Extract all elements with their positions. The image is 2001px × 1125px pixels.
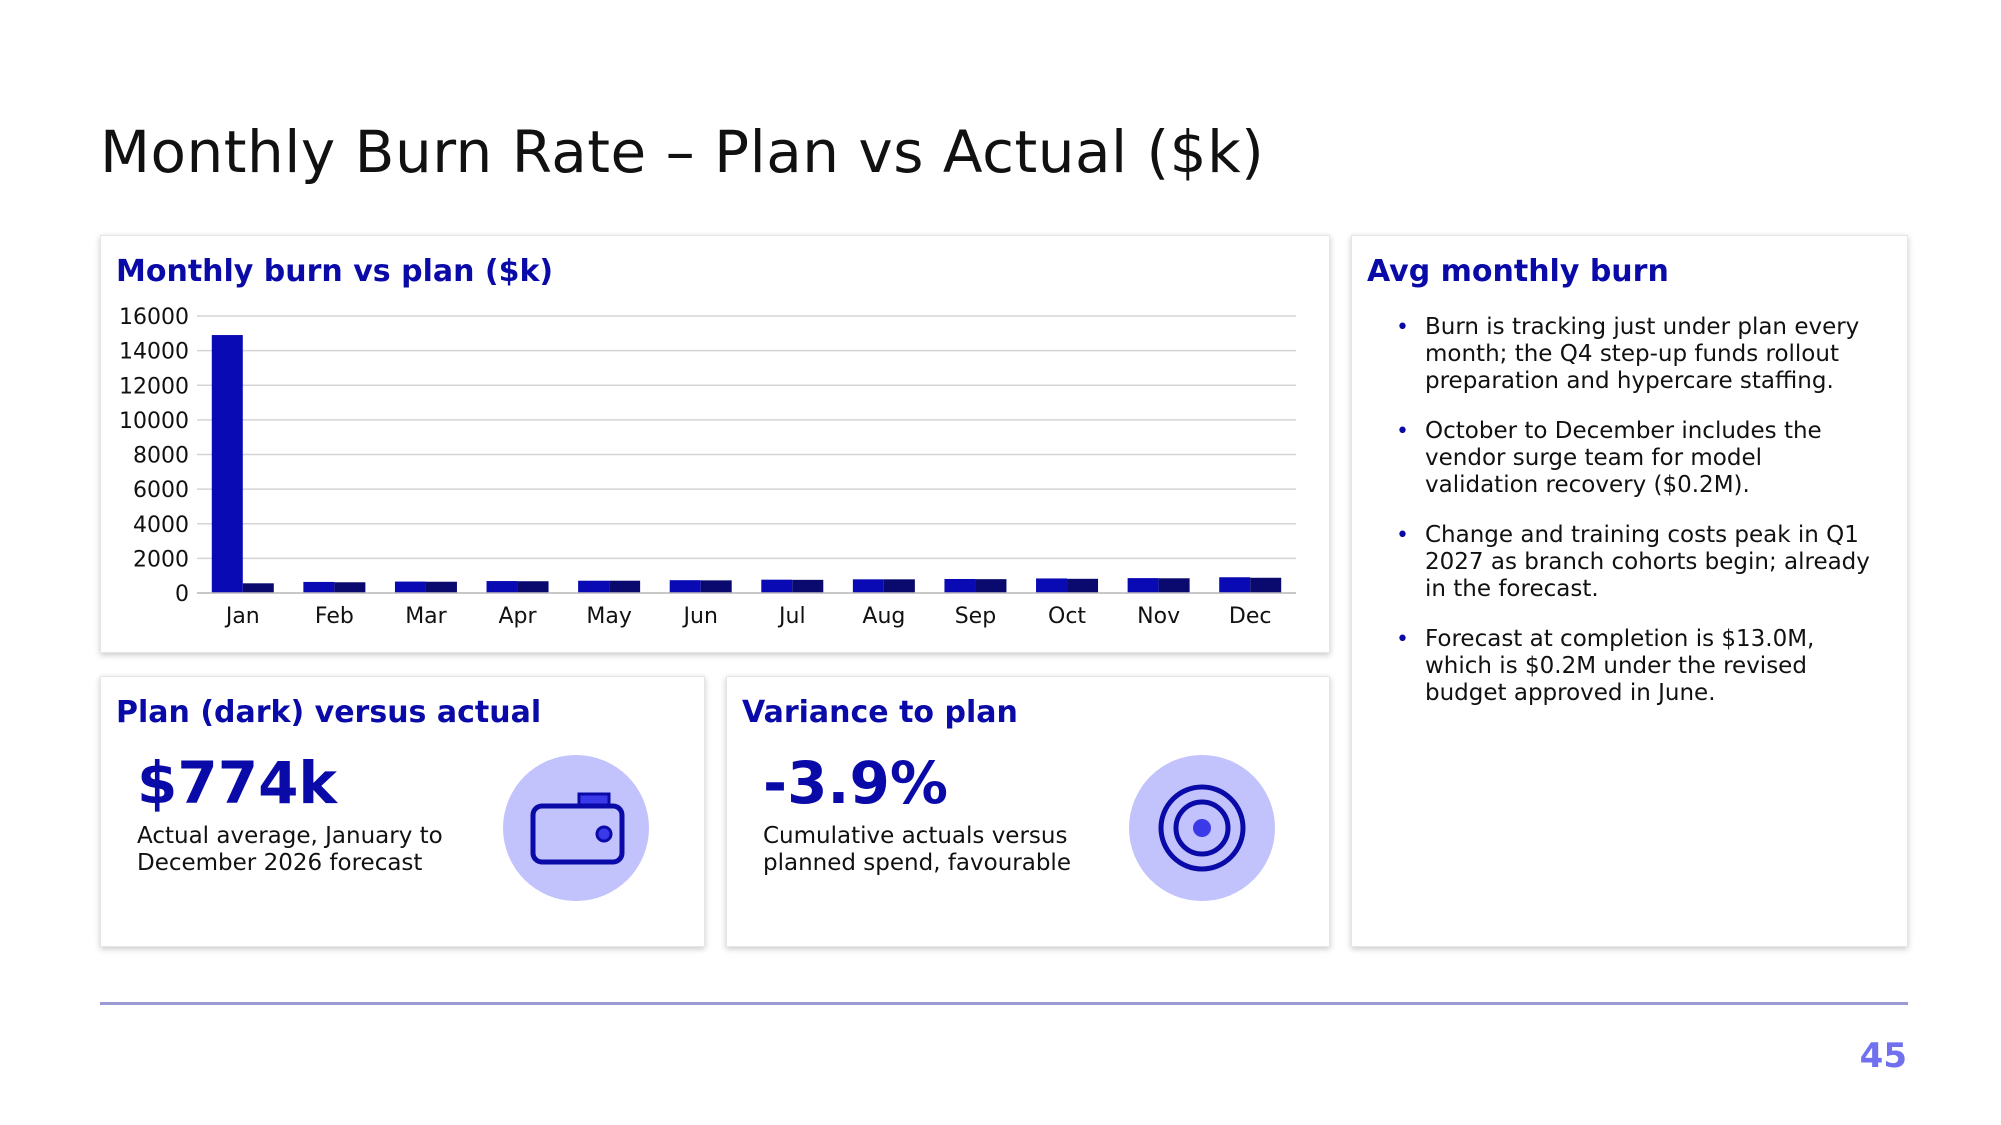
bullet-icon: • — [1396, 419, 1409, 444]
bar-plan — [609, 580, 641, 593]
bar-plan — [975, 579, 1007, 593]
y-tick-label: 2000 — [133, 547, 189, 572]
list-item: • Change and training costs peak in Q1 20… — [1367, 522, 1877, 603]
x-tick-label: May — [586, 604, 631, 629]
bar-plan — [517, 581, 549, 593]
bullet-icon: • — [1396, 627, 1409, 652]
x-tick-label: Feb — [315, 604, 354, 629]
y-tick-label: 12000 — [119, 374, 189, 399]
wallet-icon — [503, 755, 649, 901]
slide-title: Monthly Burn Rate – Plan vs Actual ($k) — [100, 118, 1265, 186]
footer-divider — [100, 1002, 1908, 1005]
bar-actual — [394, 581, 426, 593]
bar-plan — [792, 579, 824, 593]
bar-actual — [303, 581, 335, 593]
variance-description: Cumulative actuals versus planned spend,… — [763, 823, 1071, 876]
list-item: • October to December includes the vendor… — [1367, 418, 1877, 499]
bar-plan — [334, 582, 366, 593]
x-tick-label: Jun — [682, 604, 718, 629]
chart-heading: Monthly burn vs plan ($k) — [116, 254, 554, 289]
plan-value: $774k — [137, 749, 337, 817]
bullet-icon: • — [1396, 315, 1409, 340]
bar-actual — [1127, 578, 1159, 593]
y-tick-label: 8000 — [133, 444, 189, 469]
bar-actual — [761, 579, 793, 593]
variance-heading: Variance to plan — [742, 695, 1018, 730]
notes-list: • Burn is tracking just under plan every … — [1367, 314, 1877, 730]
list-item: • Forecast at completion is $13.0M, which… — [1367, 626, 1877, 707]
y-tick-label: 14000 — [119, 340, 189, 365]
y-tick-label: 4000 — [133, 513, 189, 538]
plan-card: Plan (dark) versus actual $774k Actual a… — [100, 676, 705, 947]
bar-actual — [669, 580, 701, 593]
y-tick-label: 16000 — [119, 305, 189, 330]
note-text: October to December includes the vendor … — [1425, 418, 1822, 498]
bar-plan — [1250, 577, 1282, 593]
bar-actual — [852, 579, 884, 593]
bar-actual — [578, 580, 610, 593]
bar-plan — [700, 580, 732, 593]
target-icon — [1129, 755, 1275, 901]
bar-plan — [883, 579, 915, 593]
list-item: • Burn is tracking just under plan every … — [1367, 314, 1877, 395]
page-number: 45 — [1859, 1036, 1907, 1076]
bullet-icon: • — [1396, 523, 1409, 548]
variance-value: -3.9% — [763, 749, 948, 817]
notes-card: Avg monthly burn • Burn is tracking just … — [1351, 235, 1908, 947]
y-tick-label: 6000 — [133, 478, 189, 503]
x-tick-label: Jul — [777, 604, 806, 629]
note-text: Forecast at completion is $13.0M, which … — [1425, 626, 1815, 706]
bar-plan — [242, 583, 274, 593]
bar-plan — [425, 581, 457, 593]
bar-actual — [1219, 577, 1251, 593]
bar-actual — [1036, 578, 1068, 593]
chart-card: Monthly burn vs plan ($k) 0 2000 4000 6000 8… — [100, 235, 1330, 653]
x-tick-label: Sep — [955, 604, 996, 629]
note-text: Burn is tracking just under plan every m… — [1425, 314, 1860, 394]
bar-plan — [1067, 578, 1099, 593]
bar-actual — [211, 335, 243, 593]
notes-heading: Avg monthly burn — [1367, 254, 1669, 289]
y-tick-label: 10000 — [119, 409, 189, 434]
bar-plan — [1158, 578, 1190, 593]
x-tick-label: Apr — [499, 604, 538, 629]
plan-description: Actual average, January to December 2026… — [137, 823, 443, 876]
x-tick-label: Oct — [1048, 604, 1086, 629]
variance-card: Variance to plan -3.9% Cumulative actual… — [726, 676, 1330, 947]
y-tick-label: 0 — [175, 582, 189, 607]
bar-chart: 0 2000 4000 6000 8000 10000 12000 14000 16000 Jan… — [119, 305, 1296, 629]
bar-actual — [486, 581, 518, 593]
note-text: Change and training costs peak in Q1 202… — [1425, 522, 1870, 602]
x-tick-label: Dec — [1229, 604, 1272, 629]
plan-heading: Plan (dark) versus actual — [116, 695, 542, 730]
x-tick-label: Aug — [862, 604, 905, 629]
x-tick-label: Jan — [224, 604, 260, 629]
x-tick-label: Nov — [1137, 604, 1180, 629]
x-tick-label: Mar — [405, 604, 447, 629]
bar-actual — [944, 578, 976, 593]
